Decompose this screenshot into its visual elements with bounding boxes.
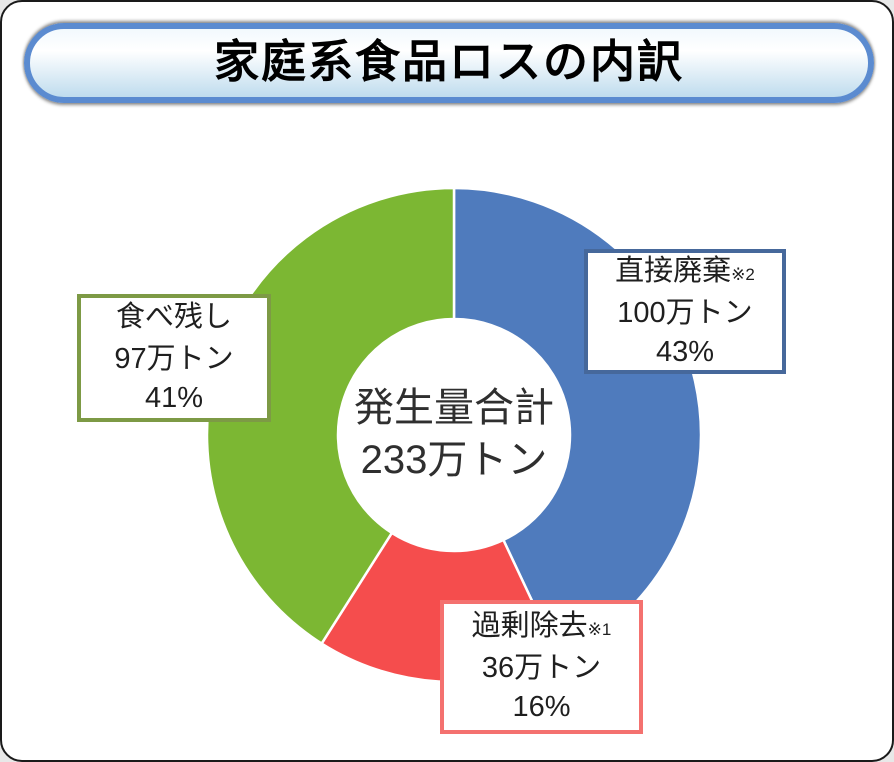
footnote-mark: ※1 bbox=[587, 620, 612, 639]
label-box-direct-disposal: 直接廃棄※2 100万トン 43% bbox=[584, 249, 786, 374]
page-title: 家庭系食品ロスの内訳 bbox=[213, 35, 684, 87]
donut-center-label: 発生量合計 233万トン bbox=[304, 382, 604, 488]
title-banner: 家庭系食品ロスの内訳 bbox=[24, 23, 874, 103]
label-box-leftovers: 食べ残し 97万トン 41% bbox=[77, 294, 271, 422]
label-percent: 41% bbox=[144, 382, 204, 414]
center-label-line1: 発生量合計 bbox=[354, 386, 554, 430]
segment-name: 食べ残し bbox=[115, 301, 232, 333]
label-amount: 100万トン bbox=[617, 296, 753, 329]
label-name: 直接廃棄※2 bbox=[588, 252, 782, 294]
label-percent: 43% bbox=[655, 335, 715, 368]
label-name: 過剰除去※1 bbox=[444, 607, 639, 649]
label-amount: 97万トン bbox=[114, 343, 234, 375]
center-label-line2: 233万トン bbox=[360, 438, 548, 482]
label-name: 食べ残し bbox=[81, 298, 267, 340]
segment-name: 直接廃棄 bbox=[615, 254, 732, 287]
label-percent: 16% bbox=[512, 691, 571, 723]
footnote-mark: ※2 bbox=[731, 264, 755, 284]
label-box-excess-removal: 過剰除去※1 36万トン 16% bbox=[440, 600, 643, 734]
label-amount: 36万トン bbox=[481, 652, 602, 684]
segment-name: 過剰除去 bbox=[471, 610, 588, 642]
